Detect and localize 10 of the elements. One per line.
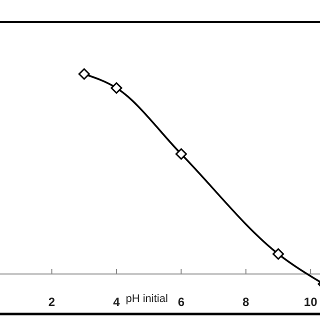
- x-tick-label: 2: [48, 295, 56, 309]
- x-tick-label: 8: [242, 295, 250, 309]
- point: [110, 82, 122, 94]
- point: [272, 248, 284, 260]
- x-tick-label: 10: [304, 295, 318, 309]
- x-axis-title: pH initial: [126, 293, 168, 305]
- point: [175, 148, 187, 160]
- x-tick-label: 4: [113, 295, 120, 309]
- x-tick-label: 6: [178, 295, 185, 309]
- point: [78, 68, 90, 80]
